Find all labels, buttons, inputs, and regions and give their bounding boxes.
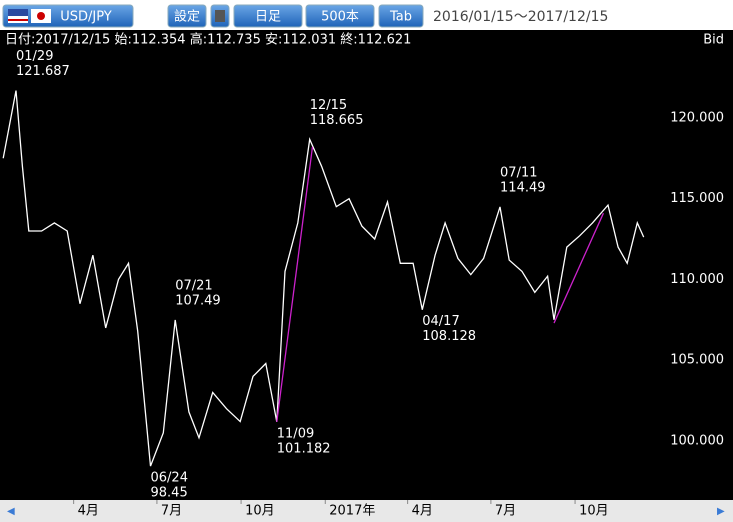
date-range: 2016/01/15～2017/12/15 [433,9,608,25]
y-tick-label: 110.000 [670,272,724,287]
chart-area [0,30,733,500]
annotation-value: 107.49 [175,294,221,309]
x-tick-label: 4月 [412,504,433,519]
x-tick-label: 2017年 [329,504,375,519]
trend-line [553,212,605,324]
annotation-value: 101.182 [277,441,331,456]
settings: 設定 [174,9,200,25]
x-tick-label: 10月 [245,504,275,519]
annotation-value: 114.49 [500,180,546,195]
price-line [2,90,645,467]
y-tick-label: 105.000 [670,353,724,368]
symbol: USD/JPY [60,10,112,25]
annotation-date: 06/24 [151,471,188,486]
timeframe: 日足 [255,10,281,25]
annotation-value: 108.128 [422,329,476,344]
bars-button[interactable]: 500本 [305,4,375,28]
tab-button[interactable]: Tab [378,4,424,28]
calc-button[interactable] [210,4,230,28]
annotation-date: 07/11 [500,165,537,180]
annotation-date: 04/17 [422,314,459,329]
annotation-date: 12/15 [310,98,347,113]
annotation-date: 07/21 [175,279,212,294]
x-tick-label: 10月 [579,504,609,519]
trend-line [276,146,314,423]
settings-button[interactable]: 設定 [167,4,207,28]
timeframe-button[interactable]: 日足 [233,4,303,28]
tab: Tab [389,10,412,25]
annotation-date: 11/09 [277,426,314,441]
annotation-value: 98.45 [151,486,188,501]
x-tick-label: 4月 [78,504,99,519]
y-tick-label: 120.000 [670,110,724,125]
bars: 500本 [321,10,359,25]
y-tick-label: 115.000 [670,191,724,206]
plot: 100.000 105.000 110.000 115.000 120.000 4月 7月 1… [2,49,724,519]
y-tick-label: 100.000 [670,434,724,449]
bid-label: Bid [703,33,724,48]
annotation-date: 01/29 [16,49,53,64]
annotation-value: 121.687 [16,64,70,79]
x-tick-label: 7月 [495,504,516,519]
ohlc-info: 日付:2017/12/15 始:112.354 高:112.735 安:112.… [5,32,411,48]
x-axis-strip [0,500,733,522]
scroll-right[interactable]: ▶ [717,506,725,517]
scroll-left[interactable]: ◀ [7,506,15,517]
x-tick-label: 7月 [161,504,182,519]
symbol-button[interactable]: USD/JPY [2,4,134,28]
annotation-value: 118.665 [310,113,364,128]
